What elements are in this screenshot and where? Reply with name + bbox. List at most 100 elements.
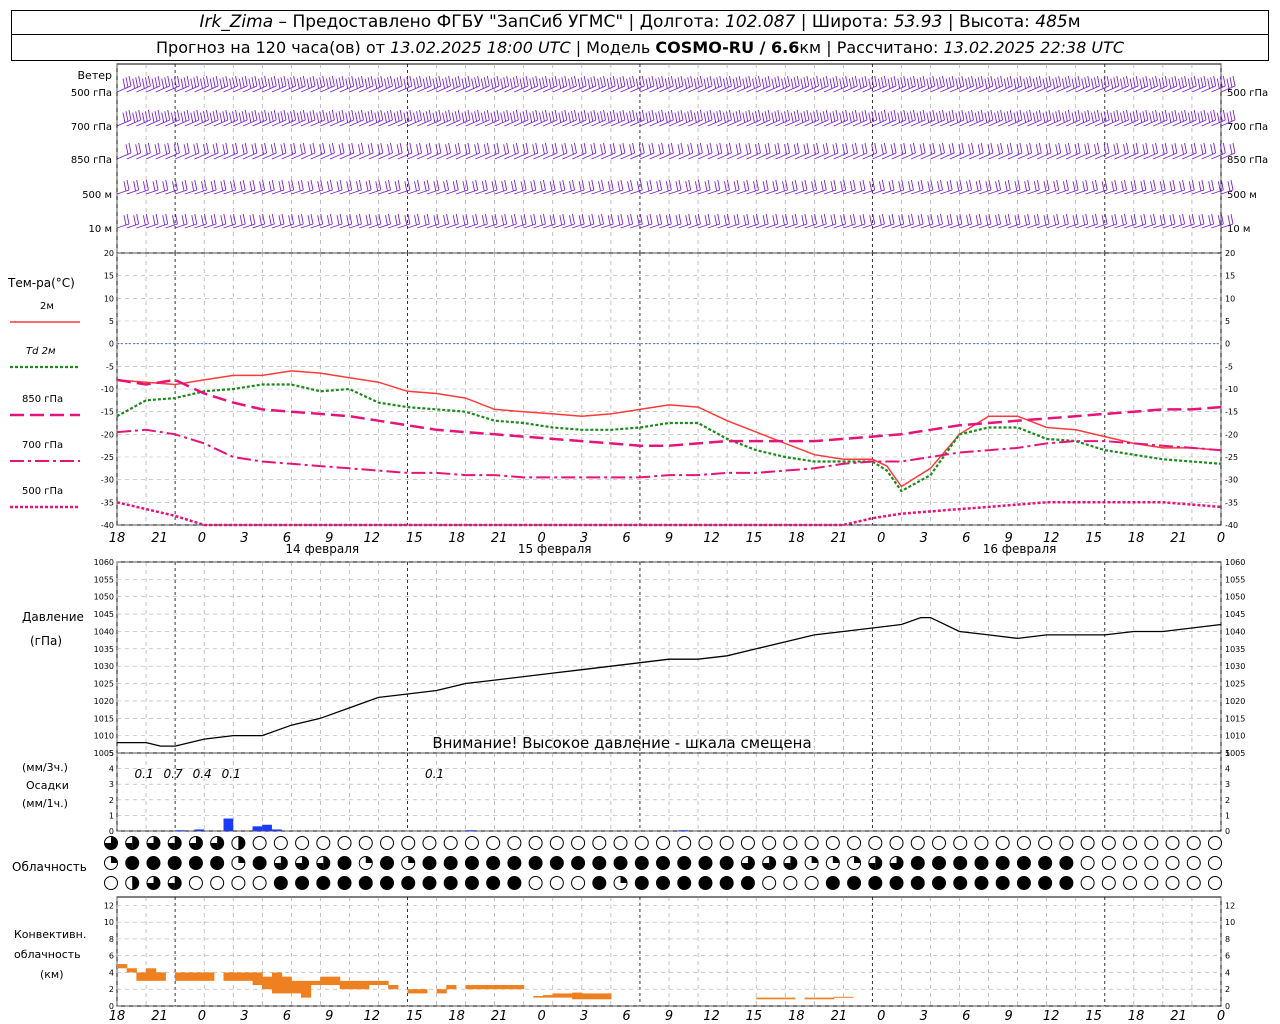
wind-barb [1065,152,1081,160]
wind-barb [755,119,771,127]
wind-barb-feather [219,78,223,89]
wind-barb-feather [232,144,235,155]
wind-barb [794,119,810,127]
wind-barb [291,85,306,93]
wind-barb-feather [907,215,911,226]
wind-barb-feather [965,112,968,123]
wind-barb-feather [903,142,907,154]
cloud-symbol [486,876,501,890]
wind-barb [717,85,732,93]
wind-barb-feather [542,179,546,191]
wind-barb-feather [591,213,595,225]
wind-barb [843,152,858,160]
wind-barb-feather [477,109,481,121]
conv-tick-left: 2 [109,985,114,994]
wind-barb [116,119,132,127]
wind-barb-feather [331,109,335,121]
wind-barb-feather [901,213,905,225]
wind-barb-feather [548,78,552,89]
cloud-symbol-fill [210,843,218,850]
cloud-symbol-fill [153,876,160,890]
wind-barb [610,223,624,229]
wind-barb-feather [774,77,778,88]
wind-barb-feather [1052,78,1056,89]
wind-barb [358,223,372,229]
wind-barb-feather [496,142,500,154]
cloud-symbol [380,856,394,870]
press-tick-right: 1045 [1225,610,1245,619]
prec-tick-left: 4 [109,765,114,774]
wind-barb-feather [136,179,140,191]
wind-barb-feather [481,215,485,226]
wind-barb-feather [912,109,916,121]
wind-barb-feather [793,111,797,122]
wind-barb-feather [900,144,904,155]
prec-tick-left: 0 [109,827,114,836]
wind-barb-feather [414,215,417,226]
wind-barb-feather [500,78,504,89]
cloud-symbol [295,836,310,850]
wind-barb-feather [176,75,180,87]
wind-barb-feather [503,111,507,122]
wind-barb-feather [1162,179,1166,191]
wind-barb [1036,85,1052,93]
wind-barb-feather [1193,75,1197,87]
wind-barb-feather [225,75,229,87]
wind-barb [910,223,924,229]
cloud-symbol-fill [295,863,303,870]
wind-barb [407,85,422,93]
wind-barb [1133,85,1149,93]
conv-bar [194,972,205,981]
wind-barb-feather [436,179,440,191]
wind-barb-feather [1103,77,1107,88]
wind-barb [262,189,275,195]
wind-barb [387,152,403,160]
wind-barb [697,189,711,195]
wind-barb [504,223,517,229]
wind-barb-feather [1071,78,1075,89]
cloud-symbol-fill [132,836,139,850]
wind-barb-feather [1094,213,1098,225]
wind-barb [523,152,538,160]
wind-barb [329,223,343,229]
wind-barb-feather [1133,213,1137,225]
wind-barb [1094,85,1110,93]
wind-barb-feather [357,111,361,122]
temp-axis-hour-label: 21 [491,531,508,546]
wind-barb [697,152,713,160]
wind-barb-feather [506,109,510,121]
wind-barb [910,152,926,160]
wind-barb-feather [145,179,149,191]
conv-axis-hour-label: 18 [448,1009,465,1024]
wind-barb-feather [1227,215,1231,226]
wind-barb-feather [1013,78,1017,89]
wind-barb-feather [264,142,268,154]
wind-barb [1046,152,1061,160]
temp-axis-hour-label: 6 [622,531,630,546]
wind-barb [552,152,567,160]
wind-barb [852,223,866,229]
cloud-symbol [507,836,522,850]
wind-barb-feather [355,215,359,226]
wind-barb-feather [1120,112,1123,123]
wind-barb [562,223,575,229]
wind-barb [1104,152,1119,160]
wind-barb-feather [1074,111,1078,122]
wind-barb-feather [1110,78,1114,89]
wind-barb-feather [448,75,452,87]
wind-barb-feather [707,213,711,225]
wind-barb-feather [898,181,902,192]
wind-barb-feather [880,144,884,155]
wind-barb-feather [678,179,682,191]
wind-barb-feather [577,112,581,123]
conv-axis-hour-label: 3 [580,1009,588,1024]
wind-barb-feather [878,215,882,226]
wind-barb-feather [948,111,952,122]
cloud-symbol [1208,876,1222,890]
wind-barb-feather [244,142,248,154]
wind-barb [203,152,219,160]
wind-barb-feather [990,75,994,87]
wind-barb-feather [971,109,974,121]
wind-barb [659,189,672,195]
wind-barb-feather [930,179,934,191]
